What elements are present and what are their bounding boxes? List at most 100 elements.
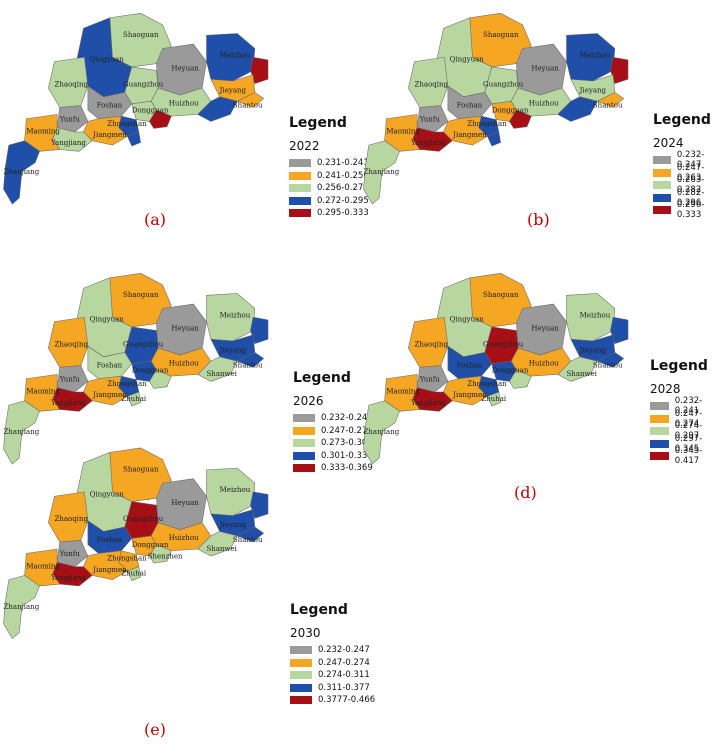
- region-zhanjiang: [3, 400, 40, 465]
- legend-e: Legend 2030 0.232-0.247 0.247-0.274 0.274-…: [290, 602, 375, 707]
- city-label: Qingyuan: [90, 489, 125, 498]
- city-label: Maoming: [386, 127, 420, 136]
- region-yunfu: [416, 105, 449, 133]
- region-foshan: [87, 520, 133, 554]
- region-zhuhai: [127, 566, 141, 581]
- legend-swatch: [653, 206, 671, 215]
- legend-item: 0.345-0.417: [650, 446, 719, 466]
- legend-item: 0.247-0.263: [653, 163, 719, 183]
- city-label: Guangzhou: [483, 339, 524, 348]
- legend-swatch: [650, 427, 669, 436]
- city-label: Huizhou: [529, 99, 559, 108]
- region-zhuhai: [487, 391, 501, 407]
- city-label: Zhanjiang: [4, 167, 40, 176]
- region-shantou: [596, 352, 625, 368]
- legend-swatch: [289, 159, 311, 168]
- map-b: Shaoguan Qingyuan Heyuan Meizhou Zhaoqing Gua…: [363, 13, 629, 205]
- legend-item: 0.297-0.345: [650, 434, 719, 454]
- region-meizhou: [566, 33, 616, 82]
- legend-swatch: [289, 171, 311, 180]
- legend-range-label: 0.241-0.256: [317, 170, 369, 181]
- legend-swatch: [293, 451, 315, 460]
- region-zhanjiang: [363, 400, 400, 465]
- legend-range-label: 0.256-0.272: [317, 183, 369, 194]
- legend-range-label: 0.232-0.247: [321, 413, 373, 424]
- city-label: Yunfu: [59, 114, 81, 123]
- legend-item: 0.241-0.256: [289, 170, 369, 183]
- city-label: Shantou: [233, 535, 263, 544]
- legend-swatch: [653, 193, 671, 202]
- caption-d: (d): [514, 483, 537, 502]
- legend-swatch: [290, 658, 312, 667]
- city-label: Dongguan: [132, 540, 169, 549]
- region-foshan: [87, 345, 133, 380]
- city-label: Shantou: [233, 100, 263, 109]
- city-label: Yangjiang: [50, 573, 86, 582]
- legend-range-label: 0.274-0.297: [674, 421, 703, 442]
- caption-e: (e): [144, 720, 166, 739]
- city-label: Shaoguan: [123, 465, 159, 474]
- city-label: Zhanjiang: [4, 602, 40, 611]
- legend-swatch: [653, 156, 671, 165]
- region-shenzhen: [509, 369, 532, 389]
- legend-range-label: 0.345-0.417: [674, 446, 703, 467]
- city-label: Foshan: [97, 535, 123, 544]
- region-yunfu: [56, 365, 89, 393]
- region-shantou: [236, 352, 265, 368]
- legend-range-label: 0.282-0.296: [676, 187, 705, 208]
- legend-year: 2024: [653, 136, 684, 150]
- legend-swatch: [290, 683, 312, 692]
- city-label: Shaoguan: [123, 290, 159, 299]
- region-shanwei: [557, 356, 598, 382]
- city-label: Shantou: [593, 360, 623, 369]
- map-panel-b: Shaoguan Qingyuan Heyuan Meizhou Zhaoqing Gua…: [360, 0, 660, 220]
- city-label: Zhuhai: [121, 568, 147, 577]
- legend-item: 0.232-0.241: [650, 396, 719, 416]
- city-label: Heyuan: [171, 63, 199, 72]
- city-label: Guangzhou: [123, 339, 164, 348]
- region-meizhou: [206, 293, 256, 342]
- city-label: Heyuan: [171, 498, 199, 507]
- legend-item: 0.296-0.333: [653, 200, 719, 220]
- map-panel-a: Shaoguan Qingyuan Heyuan Meizhou Zhaoqing Gua…: [0, 0, 300, 220]
- caption-b: (b): [527, 210, 550, 229]
- region-shenzhen: [149, 544, 172, 564]
- legend-year: 2026: [293, 394, 324, 408]
- legend-range-label: 0.232-0.241: [674, 396, 703, 417]
- legend-item: 0.272-0.295: [289, 195, 369, 208]
- legend-swatch: [293, 426, 315, 435]
- city-label: Yunfu: [59, 549, 81, 558]
- city-label: Guangzhou: [123, 79, 164, 88]
- legend-year: 2030: [290, 626, 321, 640]
- legend-range-label: 0.296-0.333: [676, 200, 705, 221]
- city-label: Qingyuan: [90, 315, 125, 324]
- city-label: Jiangmen: [452, 130, 487, 139]
- region-meizhou: [206, 467, 256, 516]
- region-yunfu: [56, 105, 89, 133]
- city-label: Zhaoqing: [54, 339, 88, 348]
- region-chaozhou: [250, 316, 269, 344]
- city-label: Jieyang: [219, 85, 247, 94]
- region-foshan: [447, 85, 493, 120]
- city-label: Zhongshan: [467, 119, 507, 128]
- legend-b: Legend 2024 0.232-0.247 0.247-0.263 0.263-…: [653, 112, 719, 220]
- region-shantou: [596, 92, 625, 108]
- city-label: Jieyang: [219, 345, 247, 354]
- city-label: Huizhou: [529, 359, 559, 368]
- region-yunfu: [56, 539, 89, 567]
- legend-range-label: 0.247-0.274: [318, 657, 370, 668]
- city-label: Foshan: [457, 360, 483, 369]
- city-label: Huizhou: [169, 359, 199, 368]
- city-label: Yangjiang: [410, 398, 446, 407]
- region-foshan: [447, 345, 493, 380]
- city-label: Foshan: [97, 360, 123, 369]
- region-zhuhai: [127, 391, 141, 407]
- city-label: Yangjiang: [50, 138, 86, 147]
- legend-c: Legend 2026 0.232-0.247 0.247-0.273 0.273-…: [293, 370, 373, 475]
- legend-swatch: [289, 196, 311, 205]
- legend-swatch: [293, 414, 315, 423]
- legend-range-label: 0.272-0.295: [317, 195, 369, 206]
- city-label: Heyuan: [531, 63, 559, 72]
- region-zhuhai: [487, 131, 501, 147]
- legend-range-label: 0.311-0.377: [318, 682, 370, 693]
